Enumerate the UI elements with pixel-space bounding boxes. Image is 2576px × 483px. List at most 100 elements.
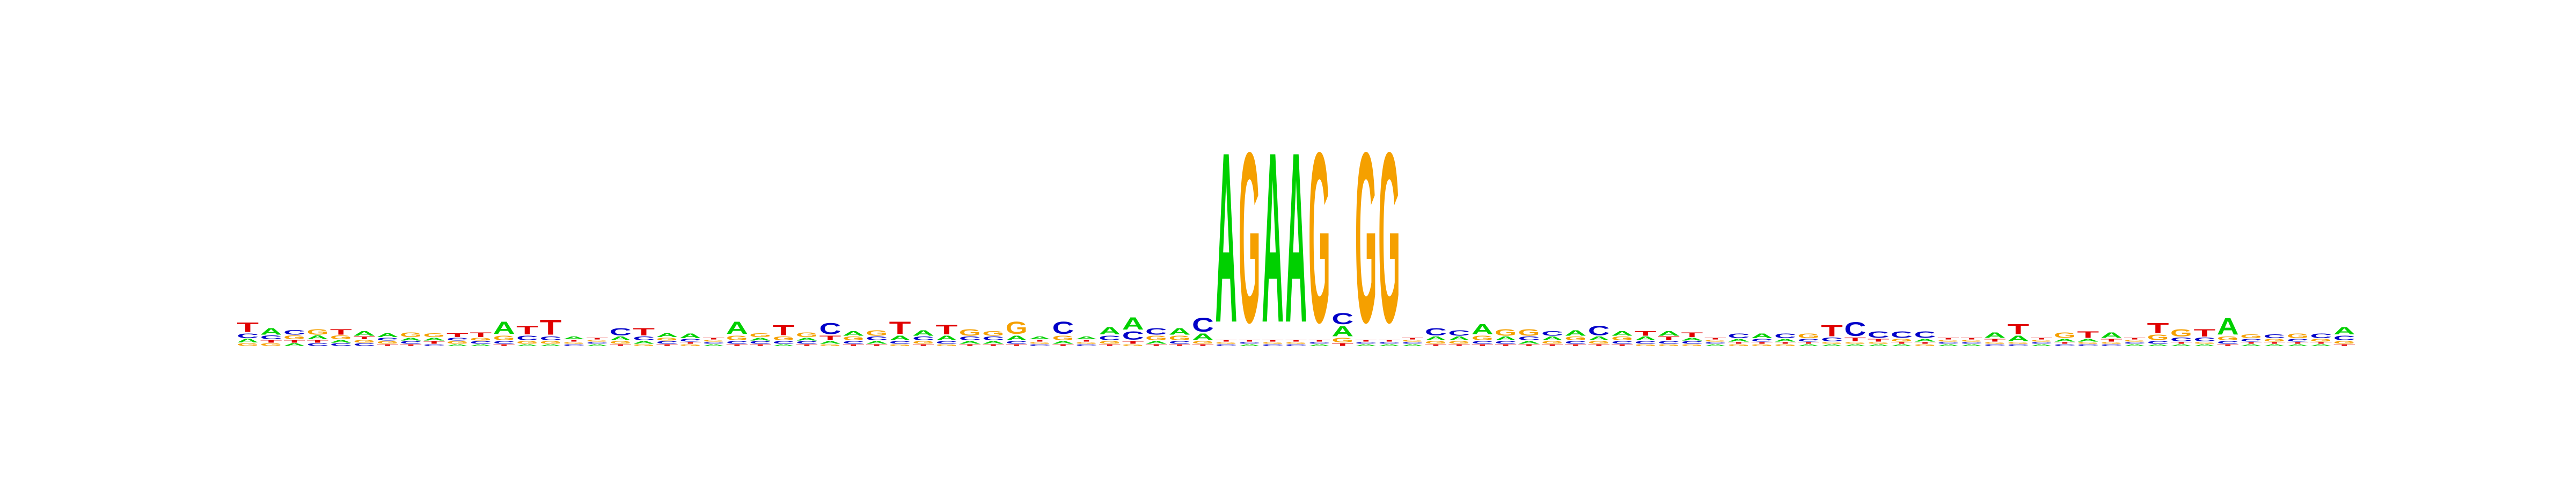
logo-letter-G: G bbox=[1448, 340, 1470, 345]
logo-letter-C: C bbox=[819, 320, 841, 338]
logo-letter-T: T bbox=[1728, 341, 1750, 345]
logo-letter-T: T bbox=[283, 339, 305, 343]
logo-letter-G: G bbox=[1006, 319, 1028, 338]
logo-letter-G: G bbox=[1495, 327, 1517, 338]
logo-letter-A: A bbox=[702, 343, 724, 346]
logo-letter-A: A bbox=[283, 342, 305, 347]
logo-letter-T: T bbox=[1798, 341, 1820, 345]
logo-letter-A: A bbox=[377, 332, 399, 338]
logo-letter-T: T bbox=[353, 336, 375, 340]
logo-letter-G: G bbox=[1844, 341, 1866, 345]
logo-letter-A: A bbox=[330, 339, 352, 343]
logo-letter-C: C bbox=[1192, 314, 1214, 336]
logo-letter-C: C bbox=[1495, 340, 1517, 345]
logo-letter-G: G bbox=[540, 340, 562, 345]
logo-letter-T: T bbox=[1914, 341, 1936, 345]
logo-letter-T: T bbox=[889, 319, 911, 338]
logo-letter-C: C bbox=[1704, 341, 1726, 344]
logo-letter-C: C bbox=[1984, 343, 2006, 346]
logo-letter-G: G bbox=[423, 332, 445, 338]
logo-letter-A: A bbox=[1239, 343, 1261, 346]
logo-letter-G: G bbox=[2333, 340, 2355, 345]
logo-letter-T: T bbox=[1029, 339, 1051, 342]
logo-letter-G: G bbox=[2031, 339, 2053, 342]
logo-letter-G: G bbox=[796, 331, 818, 339]
logo-letter-C: C bbox=[1751, 338, 1773, 342]
logo-letter-A: A bbox=[1518, 340, 1540, 345]
logo-letter-T: T bbox=[1984, 338, 2006, 342]
logo-letter-T: T bbox=[1262, 339, 1284, 342]
logo-letter-C: C bbox=[540, 335, 562, 341]
logo-letter-C: C bbox=[260, 334, 282, 340]
logo-letter-A: A bbox=[1821, 343, 1843, 346]
logo-letter-A: A bbox=[1984, 331, 2006, 339]
logo-letter-G: G bbox=[2101, 341, 2123, 345]
logo-letter-C: C bbox=[1215, 343, 1237, 346]
logo-letter-C: C bbox=[656, 340, 678, 345]
logo-letter-G: G bbox=[1868, 341, 1890, 345]
logo-letter-A: A bbox=[1751, 332, 1773, 340]
logo-letter-C: C bbox=[959, 335, 981, 341]
logo-letter-G: G bbox=[1285, 341, 1307, 345]
logo-letter-G: G bbox=[563, 341, 585, 345]
logo-letter-A: A bbox=[260, 326, 282, 336]
logo-letter-T: T bbox=[1635, 330, 1657, 338]
logo-letter-C: C bbox=[1145, 326, 1167, 336]
logo-letter-G: G bbox=[353, 339, 375, 343]
logo-letter-C: C bbox=[773, 340, 795, 345]
logo-letter-C: C bbox=[1052, 318, 1074, 338]
logo-letter-C: C bbox=[2101, 343, 2123, 346]
logo-letter-T: T bbox=[2124, 337, 2146, 340]
logo-letter-G: G bbox=[679, 343, 701, 347]
logo-letter-T: T bbox=[1425, 343, 1447, 347]
logo-letter-C: C bbox=[470, 340, 492, 345]
logo-letter-G: G bbox=[1914, 343, 1936, 347]
logo-letter-G: G bbox=[1239, 102, 1261, 374]
logo-letter-G: G bbox=[866, 329, 888, 338]
logo-letter-G: G bbox=[1308, 102, 1330, 374]
logo-letter-T: T bbox=[1355, 339, 1377, 342]
logo-letter-G: G bbox=[447, 340, 469, 345]
logo-letter-A: A bbox=[679, 332, 701, 340]
logo-letter-G: G bbox=[2124, 339, 2146, 342]
logo-letter-T: T bbox=[819, 334, 841, 342]
logo-letter-T: T bbox=[1145, 343, 1167, 347]
logo-letter-T: T bbox=[866, 343, 888, 347]
logo-letter-C: C bbox=[1099, 334, 1121, 342]
logo-letter-A: A bbox=[773, 343, 795, 346]
logo-letter-T: T bbox=[2077, 330, 2099, 340]
logo-letter-C: C bbox=[1960, 341, 1982, 344]
logo-letter-C: C bbox=[889, 340, 911, 345]
logo-letter-C: C bbox=[1518, 335, 1540, 341]
logo-letter-G: G bbox=[2170, 327, 2192, 339]
logo-letter-A: A bbox=[307, 334, 329, 340]
logo-letter-G: G bbox=[656, 337, 678, 341]
logo-letter-T: T bbox=[1331, 342, 1353, 347]
logo-letter-G: G bbox=[1262, 341, 1284, 345]
logo-letter-T: T bbox=[843, 343, 865, 347]
logo-letter-G: G bbox=[1821, 341, 1843, 345]
logo-letter-T: T bbox=[773, 322, 795, 338]
logo-letter-A: A bbox=[2240, 343, 2262, 346]
logo-letter-C: C bbox=[2007, 343, 2029, 346]
logo-letter-C: C bbox=[1891, 330, 1913, 340]
